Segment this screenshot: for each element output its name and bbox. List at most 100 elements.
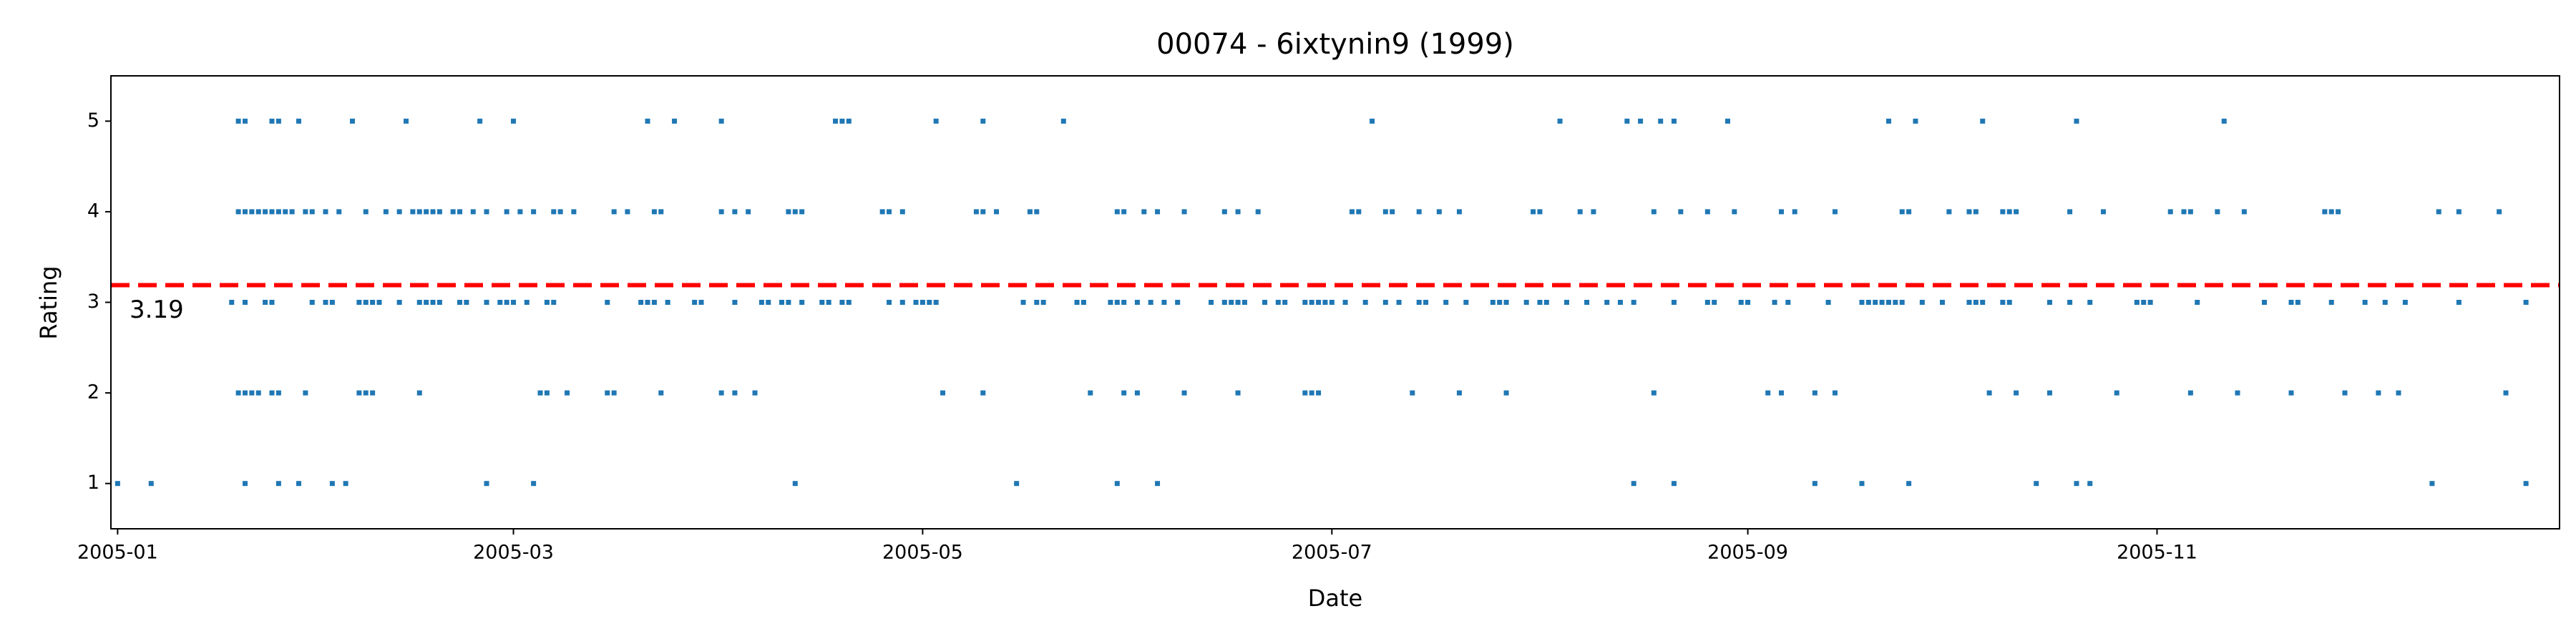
point (1745, 300, 1751, 305)
x-tick-label: 2005-07 (1292, 542, 1372, 564)
point (356, 300, 362, 305)
point (243, 300, 248, 305)
point (1040, 300, 1046, 305)
x-tick-label: 2005-11 (2117, 542, 2197, 564)
point (2000, 300, 2006, 305)
point (1772, 300, 1777, 305)
point (2014, 390, 2019, 396)
point (2221, 118, 2227, 124)
point (1671, 300, 1677, 305)
point (484, 300, 489, 305)
point (2429, 481, 2435, 487)
point (2067, 209, 2073, 215)
point (303, 390, 308, 396)
point (511, 118, 517, 124)
point (2436, 209, 2441, 215)
point (430, 300, 436, 305)
point (255, 390, 261, 396)
point (1322, 300, 1328, 305)
point (672, 118, 678, 124)
point (511, 300, 517, 305)
point (416, 300, 422, 305)
point (2322, 209, 2328, 215)
y-tick-label: 5 (87, 109, 99, 132)
y-tick-label: 4 (87, 200, 99, 222)
point (235, 118, 241, 124)
point (1121, 390, 1127, 396)
point (484, 209, 489, 215)
point (1034, 300, 1040, 305)
plot-frame (110, 75, 2560, 530)
point (2014, 209, 2019, 215)
point (2074, 118, 2079, 124)
point (1390, 209, 1395, 215)
point (1591, 209, 1596, 215)
y-axis-label: Rating (35, 265, 62, 339)
point (1396, 300, 1402, 305)
point (370, 390, 376, 396)
point (1765, 390, 1771, 396)
point (665, 300, 670, 305)
point (839, 300, 845, 305)
x-axis-label: Date (1308, 585, 1362, 612)
point (504, 209, 509, 215)
point (1282, 300, 1288, 305)
point (235, 209, 241, 215)
point (1906, 209, 1912, 215)
point (269, 390, 275, 396)
point (1134, 390, 1140, 396)
point (504, 300, 509, 305)
point (1436, 209, 1442, 215)
point (786, 300, 791, 305)
point (2402, 300, 2408, 305)
point (269, 209, 275, 215)
point (698, 300, 704, 305)
point (1309, 300, 1314, 305)
point (1531, 209, 1536, 215)
x-tick-label: 2005-05 (882, 542, 963, 564)
point (497, 300, 503, 305)
point (1121, 209, 1127, 215)
point (1537, 209, 1543, 215)
point (263, 300, 268, 305)
point (1617, 300, 1623, 305)
point (1235, 209, 1241, 215)
point (1382, 209, 1388, 215)
point (363, 300, 369, 305)
point (2328, 209, 2334, 215)
point (1785, 300, 1791, 305)
point (329, 300, 335, 305)
point (846, 118, 852, 124)
point (2288, 300, 2294, 305)
point (1651, 209, 1657, 215)
point (2503, 390, 2509, 396)
point (732, 300, 738, 305)
point (1865, 300, 1871, 305)
point (1080, 300, 1086, 305)
point (148, 481, 154, 487)
point (1584, 300, 1590, 305)
point (1778, 390, 1784, 396)
point (1155, 209, 1161, 215)
point (1631, 300, 1636, 305)
point (2187, 390, 2193, 396)
point (746, 209, 751, 215)
chart-title: 00074 - 6ixtynin9 (1999) (1156, 28, 1514, 61)
point (404, 118, 409, 124)
point (1382, 300, 1388, 305)
point (758, 300, 764, 305)
point (343, 481, 348, 487)
point (350, 118, 356, 124)
point (2067, 300, 2073, 305)
point (1456, 390, 1462, 396)
point (1161, 300, 1167, 305)
point (275, 118, 281, 124)
point (1014, 481, 1020, 487)
point (1678, 209, 1684, 215)
x-tick-label: 2005-01 (77, 542, 158, 564)
point (980, 209, 986, 215)
point (2181, 209, 2187, 215)
x-tick-label: 2005-09 (1707, 542, 1788, 564)
point (1879, 300, 1885, 305)
point (718, 118, 724, 124)
